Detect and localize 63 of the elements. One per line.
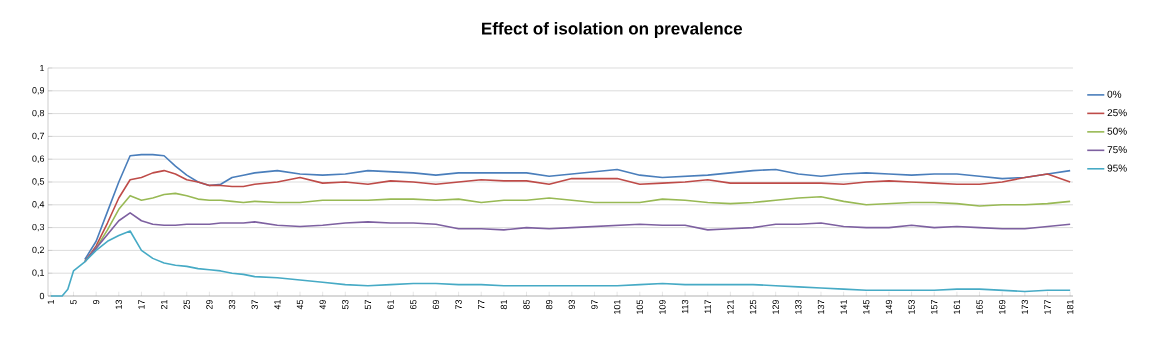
x-tick-label: 45 [296,299,304,310]
x-tick-label: 41 [274,299,281,310]
x-tick-label: 33 [228,299,236,310]
x-tick-label: 81 [500,299,508,310]
x-tick-label: 57 [364,299,372,310]
x-tick-label: 53 [342,299,349,310]
x-tick-label: 109 [659,299,666,314]
y-tick-label: 0,3 [32,223,45,232]
y-tick-label: 1 [40,64,45,72]
legend-label: 0% [1107,90,1122,98]
legend-label: 95% [1107,164,1127,172]
x-tick-label: 117 [704,299,711,314]
x-tick-label: 73 [455,299,462,310]
x-tick-label: 17 [138,299,145,309]
x-tick-label: 65 [410,299,417,310]
x-tick-label: 153 [908,299,915,314]
y-tick-label: 0,5 [32,178,45,186]
x-tick-label: 149 [885,299,893,314]
x-tick-label: 89 [545,299,553,310]
x-tick-label: 173 [1021,299,1029,314]
legend-label: 25% [1107,109,1127,117]
x-tick-label: 121 [727,299,734,314]
x-tick-label: 93 [568,299,576,310]
x-tick-label: 5 [70,299,77,305]
x-tick-label: 177 [1044,299,1051,314]
x-tick-label: 85 [523,299,530,310]
x-tick-label: 145 [863,299,870,314]
x-tick-label: 9 [92,299,100,305]
x-tick-label: 137 [817,299,825,314]
x-tick-label: 29 [206,299,213,310]
y-tick-label: 0,6 [32,155,45,163]
x-tick-label: 105 [636,299,643,314]
x-tick-label: 141 [840,299,847,314]
y-tick-label: 0,7 [32,132,45,141]
y-tick-label: 0,8 [32,109,45,118]
x-tick-label: 49 [319,299,326,310]
x-tick-label: 161 [953,299,961,314]
y-tick-label: 0,2 [32,246,45,255]
x-tick-label: 37 [251,299,258,310]
legend-label: 50% [1107,127,1127,135]
x-tick-label: 61 [387,299,394,310]
x-tick-label: 157 [931,299,938,314]
x-tick-label: 129 [772,299,779,314]
x-tick-label: 113 [681,299,689,314]
y-tick-label: 0,1 [32,269,45,277]
x-tick-label: 77 [478,299,485,310]
x-tick-label: 125 [749,299,757,314]
chart-title: Effect of isolation on prevalence [482,22,742,38]
legend-label: 75% [1107,146,1127,154]
x-tick-label: 181 [1066,299,1074,314]
x-tick-label: 25 [183,299,190,310]
x-tick-label: 97 [591,299,598,310]
x-tick-label: 21 [160,299,168,310]
x-tick-label: 101 [613,299,621,314]
x-tick-label: 13 [115,299,122,309]
y-tick-label: 0,4 [32,201,45,209]
x-tick-label: 165 [976,299,983,314]
y-tick-label: 0 [39,292,45,300]
x-tick-label: 133 [795,299,802,314]
x-tick-label: 69 [432,299,440,310]
y-tick-label: 0,9 [32,87,45,95]
x-tick-label: 1 [47,299,54,304]
x-tick-label: 169 [999,299,1006,314]
